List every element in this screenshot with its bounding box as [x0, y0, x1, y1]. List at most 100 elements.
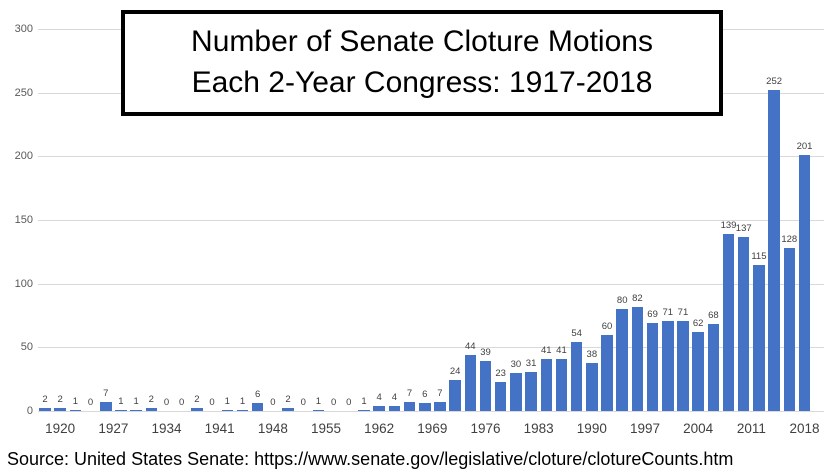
x-axis-tick-label: 1976: [470, 421, 501, 436]
bar-congress-2018: [798, 155, 811, 411]
x-axis-tick-label: 2011: [736, 421, 766, 436]
bar-value-label: 31: [525, 358, 537, 369]
bar-value-label: 2: [285, 394, 291, 405]
x-axis-tick-label: 1962: [364, 421, 395, 436]
bar-value-label: 23: [495, 368, 506, 379]
bar-value-label: 69: [647, 309, 658, 320]
bar-congress-1946: [251, 403, 264, 411]
bar-value-label: 2: [148, 394, 154, 405]
bar-congress-2014: [768, 90, 780, 411]
gridline-200: [38, 156, 824, 157]
bar-congress-2000: [662, 321, 674, 411]
bar-value-label: 68: [708, 310, 719, 321]
bar-congress-1960: [358, 410, 370, 411]
bar-congress-1972: [449, 380, 461, 411]
bar-congress-1968: [419, 403, 431, 411]
bar-congress-1926: [100, 402, 112, 411]
x-axis-tick-label: 1948: [257, 421, 288, 436]
chart-title-line-1: Number of Senate Cloture Motions: [191, 25, 653, 58]
bar-congress-1994: [616, 309, 628, 411]
bar-value-label: 1: [118, 396, 124, 407]
gridline-100: [38, 284, 824, 285]
x-axis-tick-label: 1997: [629, 421, 661, 436]
plot-area: 0 50 100 150 200 250 300 2 2 1 0 7 1 1 2 0 0 2 0 1 1 6 0 2 0 1 0 0 1…: [14, 23, 824, 436]
x-axis-tick-label: 1927: [98, 421, 129, 436]
bar-value-label: 0: [179, 397, 185, 408]
bar-congress-1982: [525, 372, 537, 411]
bar-value-label: 41: [556, 345, 567, 356]
bar-value-label: 30: [510, 359, 522, 370]
bar-congress-1986: [555, 359, 568, 411]
bar-value-label: 6: [422, 389, 428, 400]
bar-value-label: 82: [632, 293, 643, 304]
bar-congress-1992: [601, 335, 613, 411]
bar-congress-1998: [646, 323, 659, 411]
bar-value-label: 0: [346, 397, 352, 408]
bar-value-label: 71: [662, 307, 674, 318]
gridline-0: [38, 411, 824, 412]
bar-value-label: 0: [87, 397, 94, 408]
bar-value-label: 7: [437, 388, 443, 399]
source-citation: Source: United States Senate: https://ww…: [7, 449, 734, 469]
bar-value-label: 0: [330, 397, 337, 408]
bar-value-label: 128: [781, 234, 798, 245]
bar-value-label: 0: [300, 397, 306, 408]
bar-congress-1978: [494, 382, 507, 411]
bar-value-label: 7: [406, 388, 413, 399]
bar-congress-1984: [540, 359, 553, 411]
bar-congress-1938: [191, 408, 203, 411]
bar-congress-1944: [236, 410, 249, 411]
y-axis-tick-label: 300: [14, 23, 33, 35]
bar-congress-2016: [783, 248, 796, 411]
bar-value-label: 60: [601, 321, 613, 332]
bar-congress-1966: [403, 402, 416, 411]
bar-value-label: 1: [239, 396, 246, 407]
y-axis-tick-label: 50: [20, 341, 33, 353]
bar-value-label: 139: [720, 220, 737, 231]
bar-congress-1918: [39, 408, 51, 411]
bar-value-label: 0: [209, 397, 215, 408]
bar-value-label: 115: [751, 251, 767, 262]
gridline-150: [38, 220, 824, 221]
bar-value-label: 1: [315, 396, 322, 407]
bar-congress-1950: [282, 408, 294, 411]
bar-congress-2004: [692, 332, 704, 411]
chart-title-line-2: Each 2-Year Congress: 1917-2018: [191, 66, 653, 99]
bar-congress-2010: [737, 237, 750, 411]
bar-congress-1962: [373, 406, 385, 411]
bar-value-label: 54: [571, 328, 582, 339]
bar-value-label: 2: [42, 394, 48, 405]
bar-congress-1932: [145, 408, 158, 411]
bar-congress-1990: [586, 363, 598, 411]
y-axis-tick-label: 250: [14, 87, 33, 99]
bar-value-label: 2: [57, 394, 63, 405]
x-axis-tick-label: 1969: [417, 421, 448, 436]
bar-value-label: 38: [586, 349, 598, 360]
bar-value-label: 7: [103, 388, 109, 399]
bar-value-label: 252: [766, 76, 783, 87]
bar-congress-1954: [312, 410, 325, 411]
x-axis-tick-label: 2018: [789, 421, 820, 436]
bar-value-label: 6: [255, 389, 261, 400]
x-axis-tick-label: 1955: [310, 421, 342, 436]
bar-value-label: 0: [163, 397, 170, 408]
y-axis-tick-label: 0: [26, 405, 33, 417]
bar-congress-2012: [753, 265, 765, 411]
x-axis-tick-label: 1934: [151, 421, 182, 436]
bar-congress-2002: [677, 321, 689, 411]
x-axis-tick-label: 1983: [523, 421, 554, 436]
x-axis-tick-label: 2004: [683, 421, 714, 436]
bar-value-label: 39: [480, 347, 491, 358]
bar-congress-2006: [707, 324, 720, 411]
bar-congress-1980: [510, 373, 522, 411]
x-axis-tick-label: 1920: [45, 421, 76, 436]
x-axis-tick-label: 1990: [576, 421, 607, 436]
bar-value-label: 0: [270, 397, 276, 408]
bar-congress-1976: [479, 361, 492, 411]
bar-value-label: 201: [796, 141, 813, 152]
bar-congress-1988: [570, 342, 583, 411]
x-axis-tick-label: 1941: [204, 421, 235, 436]
y-axis-tick-label: 150: [14, 214, 33, 226]
bar-value-label: 1: [133, 396, 139, 407]
